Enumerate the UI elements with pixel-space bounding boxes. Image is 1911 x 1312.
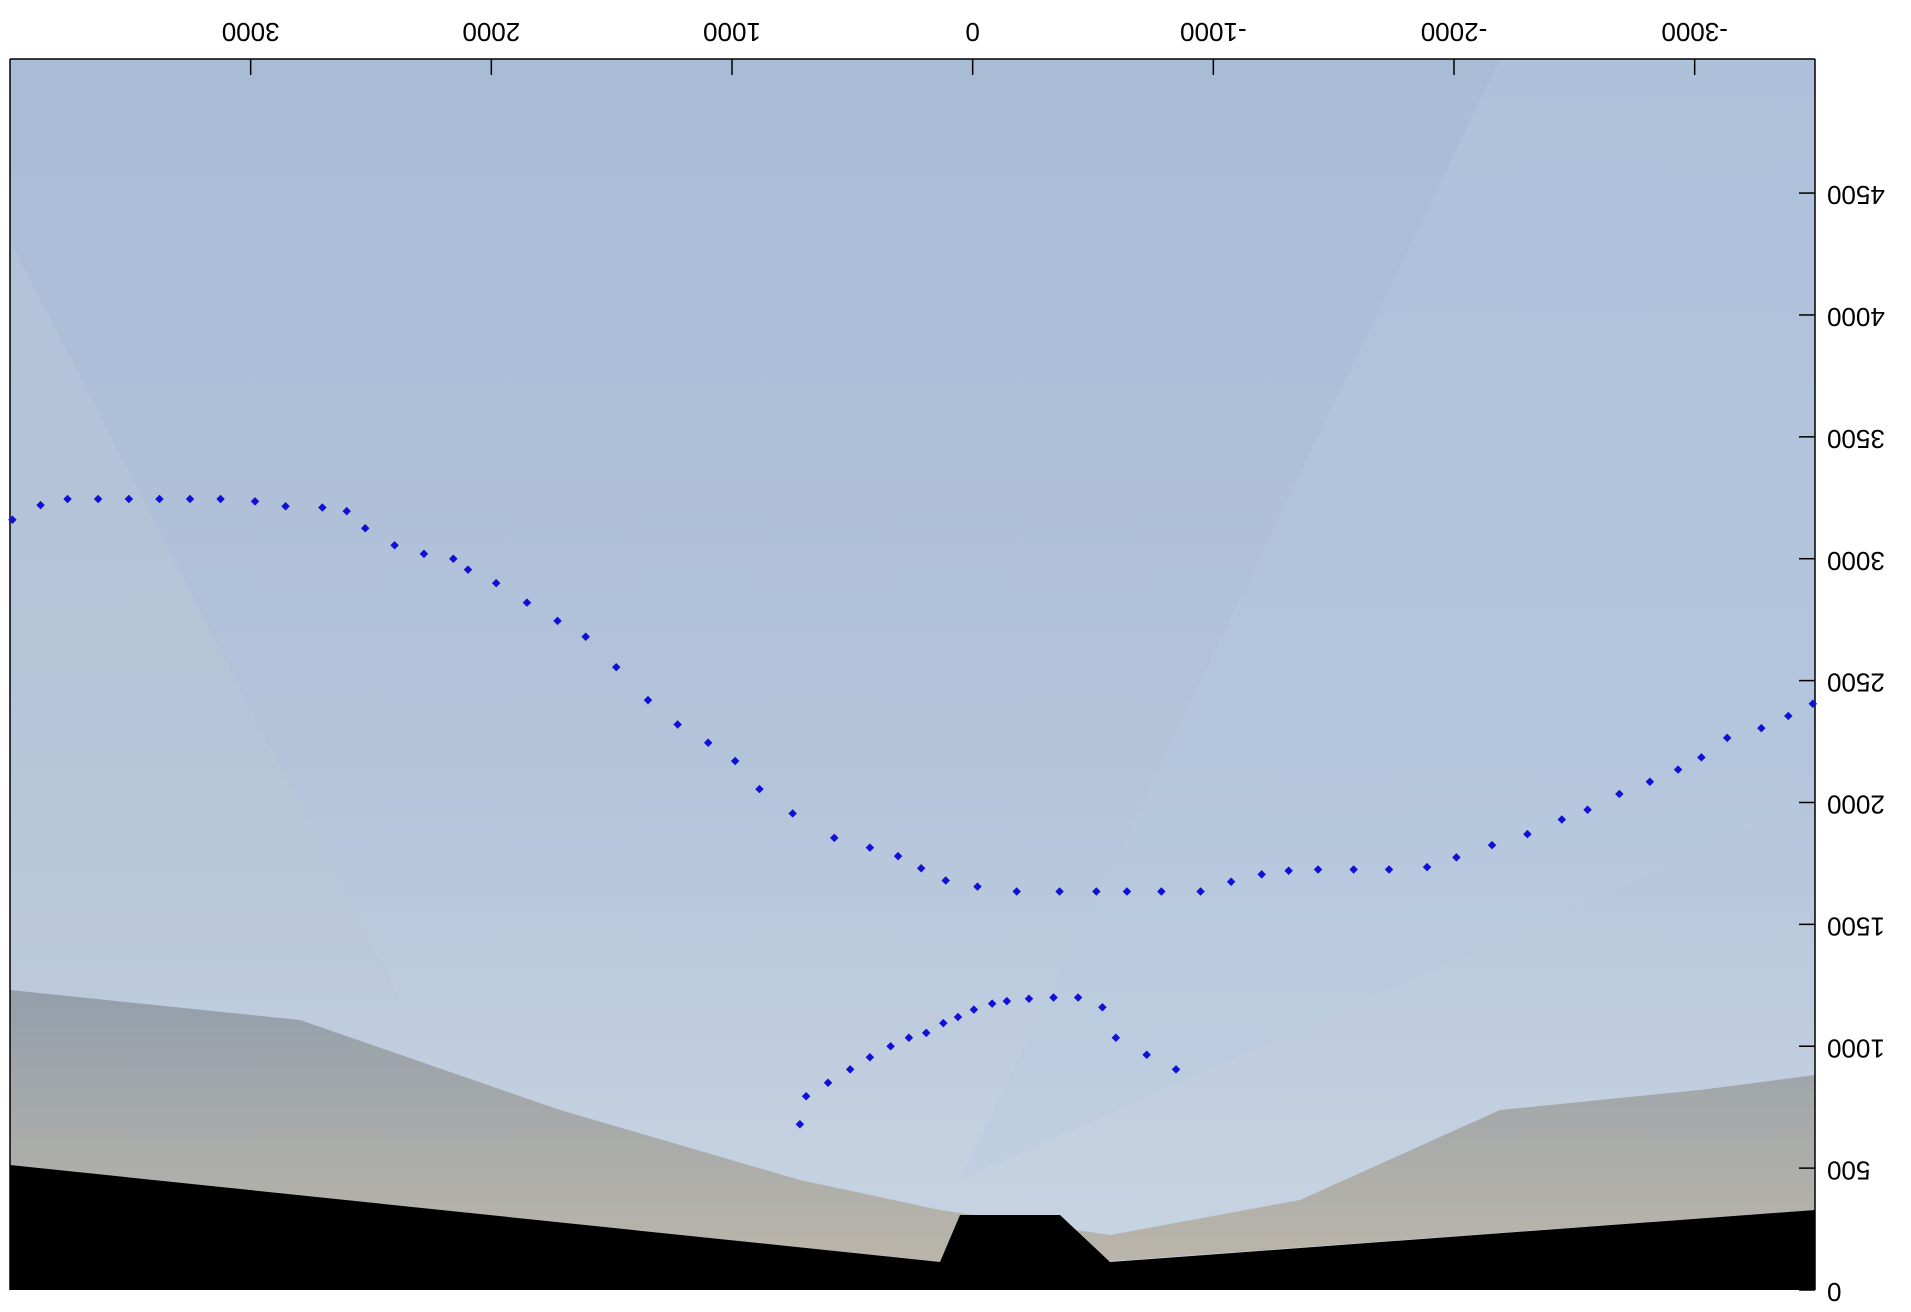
y-tick-label: 500 [1827, 1155, 1870, 1185]
point [969, 1005, 979, 1014]
point [63, 494, 72, 504]
point [185, 494, 195, 504]
point [953, 1012, 963, 1022]
x-tick-label: 0 [965, 17, 979, 47]
point [886, 1041, 895, 1051]
point [1313, 865, 1323, 874]
point [973, 882, 982, 891]
point [1384, 865, 1394, 874]
point [1673, 765, 1683, 774]
point [1111, 1033, 1121, 1042]
point [1487, 840, 1497, 850]
point [1257, 870, 1266, 879]
y-tick-label: 3000 [1827, 546, 1885, 576]
point [36, 500, 45, 510]
point [673, 720, 682, 729]
point [1226, 877, 1236, 886]
point [419, 549, 429, 559]
point [1055, 887, 1064, 896]
x-tick-label: 1000 [703, 17, 761, 47]
point [904, 1033, 914, 1042]
x-tick-label: 2000 [462, 17, 520, 47]
point [921, 1028, 931, 1038]
y-tick-label: 2500 [1827, 668, 1885, 698]
point [1808, 699, 1818, 708]
x-tick-label: -3000 [1661, 17, 1728, 47]
point [491, 578, 501, 588]
point [801, 1091, 811, 1101]
y-tick-label: 1500 [1827, 911, 1885, 941]
x-tick-label: 3000 [222, 17, 280, 47]
point [553, 616, 562, 626]
point [522, 598, 532, 607]
point [1073, 993, 1083, 1002]
y-tick-label: 2000 [1827, 790, 1885, 820]
background-image [10, 59, 1815, 1290]
y-tick-label: 0 [1827, 1277, 1841, 1307]
point [390, 541, 399, 550]
point [1557, 815, 1567, 824]
y-tick-label: 3500 [1827, 424, 1885, 454]
point [703, 738, 713, 747]
point [643, 695, 653, 705]
point [1784, 711, 1793, 721]
point [1157, 887, 1166, 896]
y-tick-label: 1000 [1827, 1033, 1885, 1063]
point [318, 503, 327, 512]
point [1645, 777, 1655, 786]
point [893, 851, 903, 861]
point [1452, 853, 1461, 862]
point [795, 1119, 805, 1129]
point [1615, 789, 1624, 799]
point [611, 662, 621, 672]
point [865, 1052, 875, 1062]
point [845, 1065, 855, 1074]
point [1697, 753, 1706, 762]
point [1142, 1050, 1151, 1060]
point [581, 632, 590, 641]
point [1049, 993, 1058, 1002]
point [865, 843, 875, 852]
point [1349, 865, 1358, 874]
point [449, 554, 458, 563]
point [360, 523, 370, 533]
point [1757, 723, 1766, 733]
point [830, 833, 839, 843]
x-tick-label: -1000 [1180, 17, 1247, 47]
point [1012, 887, 1021, 896]
point [1122, 887, 1132, 896]
point [124, 494, 134, 504]
point [1523, 829, 1532, 839]
point [1583, 805, 1592, 815]
point [788, 809, 797, 818]
point [939, 1018, 948, 1028]
point [823, 1078, 833, 1088]
point [250, 497, 260, 506]
point [1196, 887, 1205, 896]
point [1098, 1002, 1107, 1012]
point [1284, 866, 1293, 875]
point [1024, 994, 1034, 1003]
point [1422, 862, 1432, 872]
point [342, 506, 351, 516]
point [281, 502, 290, 511]
point [1002, 996, 1012, 1006]
point [1722, 733, 1732, 743]
x-tick-label: -2000 [1421, 17, 1488, 47]
point [755, 784, 764, 794]
point [941, 876, 950, 885]
point [916, 864, 926, 873]
point [987, 999, 997, 1008]
point [463, 565, 473, 574]
point [216, 494, 225, 504]
point [93, 494, 103, 504]
point [730, 756, 740, 766]
y-tick-label: 4500 [1827, 180, 1885, 210]
point [1092, 887, 1101, 896]
point [155, 494, 164, 504]
y-tick-label: 4000 [1827, 302, 1885, 332]
point [1171, 1065, 1181, 1074]
